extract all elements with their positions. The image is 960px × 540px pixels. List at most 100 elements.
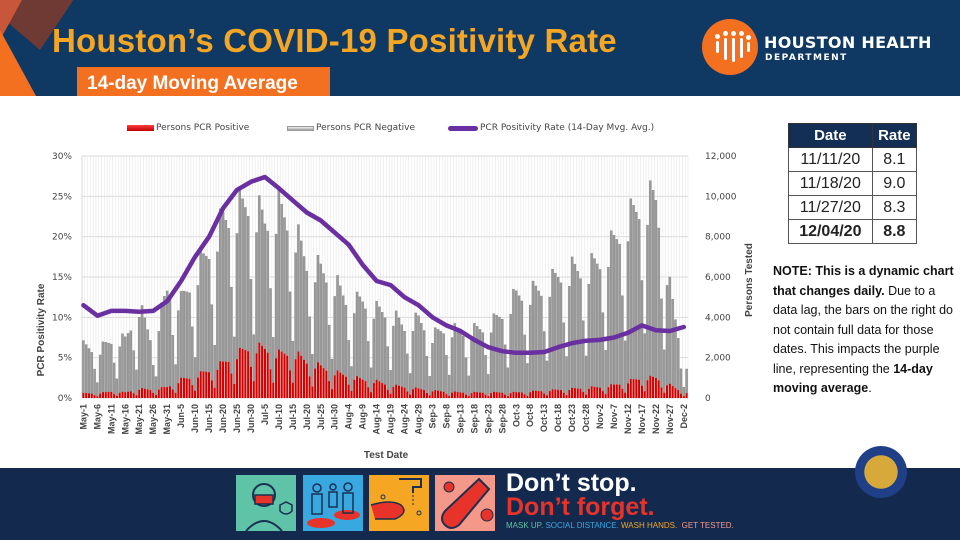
y-axis-left: 0% 5% 10% 15% 20% 25% 30% [52, 152, 72, 404]
bar-positive [624, 392, 627, 398]
bar-positive [174, 392, 177, 398]
bar-positive [107, 392, 110, 398]
bar-negative [344, 304, 348, 377]
bar-negative [269, 288, 272, 370]
bar-negative [626, 241, 630, 384]
bar-positive [283, 353, 286, 398]
bar-positive [403, 387, 406, 398]
bar-negative [157, 331, 161, 390]
bar-positive [557, 389, 560, 398]
x-tick-label: Sep-3 [427, 404, 437, 429]
bar-negative [442, 333, 445, 392]
x-tick-label: Aug-9 [358, 404, 368, 430]
social-distance-icon [303, 475, 363, 531]
bar-positive [277, 349, 280, 398]
bar-negative [562, 322, 565, 393]
bar-positive [294, 359, 297, 398]
table-cell-date: 11/11/20 [788, 147, 873, 172]
bar-positive [551, 389, 554, 398]
bar-positive [322, 368, 325, 398]
bar-negative [316, 255, 320, 363]
bar-positive [537, 391, 540, 398]
bar-negative [165, 290, 169, 388]
bar-positive [654, 378, 657, 398]
bar-positive [395, 384, 398, 398]
table-cell-date: 12/04/20 [788, 219, 873, 244]
bar-negative [121, 333, 124, 392]
bar-positive [529, 392, 532, 398]
bar-positive [297, 351, 300, 398]
bar-negative [439, 331, 443, 392]
bar-negative [333, 296, 336, 376]
bar-positive [244, 350, 247, 398]
chart-legend: Persons PCR Positive Persons PCR Negativ… [0, 123, 760, 137]
bar-positive [526, 395, 529, 398]
table-cell-rate: 9.0 [871, 171, 918, 196]
bar-positive [101, 392, 105, 398]
bar-positive [247, 351, 250, 398]
bar-positive [205, 371, 208, 398]
bar-negative [503, 344, 507, 395]
bar-negative [260, 209, 264, 347]
bar-positive [266, 352, 269, 398]
table-cell-rate: 8.8 [871, 219, 918, 244]
bar-negative [322, 273, 325, 369]
bar-negative [453, 323, 457, 392]
bar-positive [339, 372, 342, 398]
bar-positive [459, 392, 462, 398]
bar-negative [487, 374, 490, 397]
bar-positive [448, 395, 451, 398]
bar-positive [255, 353, 258, 398]
bar-negative [96, 382, 99, 397]
bar-positive [219, 361, 222, 398]
tagline-wash-hands: WASH HANDS. [621, 521, 678, 530]
bar-negative [238, 190, 241, 349]
bar-positive [467, 396, 470, 398]
bar-positive [679, 393, 683, 398]
bar-negative [274, 233, 278, 359]
bar-negative [554, 272, 557, 390]
bar-negative [160, 302, 163, 388]
bar-negative [632, 205, 635, 380]
bar-positive [498, 392, 501, 398]
bar-negative [534, 285, 538, 392]
bar-negative [98, 354, 102, 394]
page-title: Houston’s COVID-19 Positivity Rate [52, 22, 617, 59]
bar-positive [82, 392, 85, 398]
bar-positive [99, 393, 102, 398]
bar-negative [350, 366, 353, 392]
bar-negative [428, 376, 431, 396]
bar-negative [87, 348, 91, 394]
bar-positive [392, 387, 395, 398]
bar-positive [182, 378, 185, 398]
bar-positive [540, 391, 543, 398]
x-tick-label: Aug-29 [414, 404, 424, 435]
bar-negative [665, 285, 669, 386]
bar-positive [333, 375, 336, 398]
bar-positive [124, 392, 127, 398]
bar-negative [135, 369, 138, 396]
x-tick-label: Sep-8 [441, 404, 451, 429]
bar-positive [154, 395, 158, 398]
bar-positive [316, 362, 320, 398]
bar-positive [302, 359, 306, 398]
y-tick-left: 20% [52, 233, 72, 243]
x-tick-label: Nov-27 [665, 404, 675, 434]
x-tick-label: Sep-28 [497, 404, 507, 434]
bar-negative [230, 286, 233, 374]
x-tick-label: May-11 [106, 404, 116, 434]
bar-positive [509, 393, 512, 398]
legend-label-positive: Persons PCR Positive [156, 123, 250, 133]
bar-negative [291, 340, 295, 384]
bar-negative [615, 239, 618, 385]
bar-negative [213, 344, 216, 389]
bar-positive [350, 390, 353, 398]
bar-negative [191, 326, 194, 386]
y-tick-right: 6,000 [705, 273, 731, 283]
bar-positive [423, 390, 426, 398]
bar-negative [640, 280, 644, 386]
bar-positive [490, 393, 493, 398]
bar-negative [425, 356, 429, 394]
bar-positive [501, 392, 504, 398]
bar-negative [221, 212, 225, 362]
